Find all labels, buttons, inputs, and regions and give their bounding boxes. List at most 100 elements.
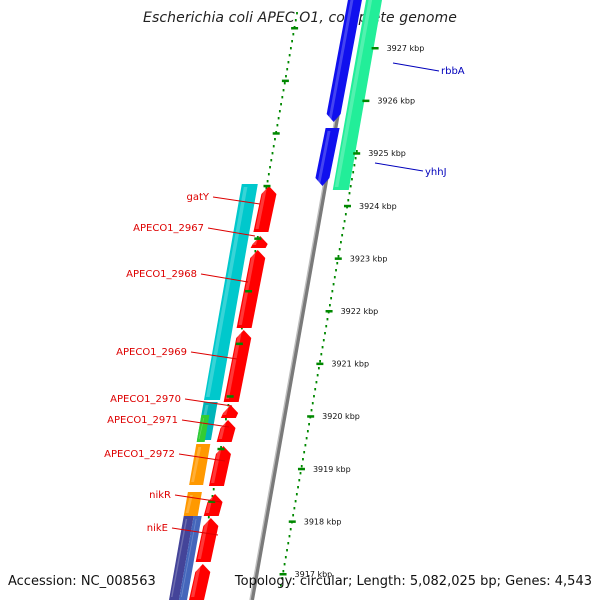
outer-dotted-guide (354, 157, 357, 160)
tick-mark (288, 520, 296, 523)
tick-mark (316, 362, 324, 366)
outer-dotted-guide (293, 507, 296, 510)
gene-leader-line (207, 227, 256, 237)
tick-mark (279, 573, 287, 576)
inner-dotted-guide (212, 488, 215, 491)
gene-nikE-blue-block (179, 516, 202, 600)
red-gene-arrow-8 (195, 518, 219, 562)
outer-dotted-guide (324, 332, 326, 335)
outer-dotted-guide (338, 248, 341, 251)
kbp-ticks: 3927 kbp 3926 kbp 3925 kbp 3924 kbp 3923 kbp… (208, 27, 424, 579)
outer-dotted-guide (287, 542, 290, 545)
outer-dotted-guide (326, 318, 329, 321)
inner-dotted-guide (294, 19, 297, 22)
outer-dotted-guide (295, 493, 298, 496)
accession-text: Accession: NC_008563 (8, 574, 156, 589)
outer-dotted-guide (322, 339, 325, 342)
red-gene-arrow-4 (220, 405, 239, 418)
red-gene-arrow-6 (208, 446, 231, 486)
outer-dotted-guide (340, 241, 342, 244)
inner-tick-mark (254, 237, 262, 240)
inner-dotted-guide (292, 33, 295, 36)
outer-dotted-guide (310, 409, 313, 412)
inner-dotted-guide (280, 103, 282, 106)
inner-tick-mark (226, 395, 234, 398)
inner-tick-mark (235, 342, 243, 346)
inner-dotted-guide (207, 516, 210, 519)
red-gene-arrow-3-sheen (225, 333, 242, 399)
red-gene-arrow-0-sheen (255, 189, 267, 229)
gene-rbbA-block-sheen (328, 0, 354, 119)
red-gene-arrow-0 (253, 186, 277, 232)
outer-dotted-guide (305, 437, 308, 440)
tick-mark (362, 99, 370, 103)
tick-mark (334, 257, 342, 260)
red-gene-arrow-4-sheen (222, 408, 229, 415)
tick-label: 3922 kbp (341, 307, 379, 316)
tick-mark (353, 152, 361, 155)
red-gene-arrow-9 (189, 564, 211, 600)
outer-dotted-guide (349, 185, 352, 188)
gene-yhhJ-block-sheen (317, 131, 331, 183)
inner-dotted-guide (276, 124, 279, 127)
inner-dotted-guide (274, 138, 276, 141)
inner-dotted-guide (281, 96, 284, 99)
inner-dotted-guide (266, 180, 269, 183)
outer-dotted-guide (292, 514, 295, 517)
outer-dotted-guide (316, 374, 319, 377)
outer-dotted-guide (294, 500, 297, 503)
inner-dotted-guide (288, 54, 291, 57)
tick-label: 3923 kbp (350, 254, 388, 263)
outer-dotted-guide (325, 325, 328, 328)
outer-dotted-guide (313, 395, 315, 398)
outer-dotted-guide (329, 304, 331, 307)
red-gene-arrow-7 (203, 494, 223, 516)
gene-label-yhhJ: yhhJ (425, 167, 447, 178)
gene-label-APECO1_2969: APECO1_2969 (116, 347, 187, 358)
gene-nikR-orange-block-sheen (185, 495, 193, 513)
red-gene-arrow-3 (223, 330, 252, 402)
gene-nikE-purple-block (169, 516, 194, 600)
outer-dotted-guide (303, 451, 306, 454)
inner-dotted-guide (271, 152, 274, 155)
outer-dotted-guide (333, 276, 336, 279)
tick-label: 3925 kbp (368, 149, 406, 158)
outer-dotted-guide (317, 367, 320, 370)
outer-dotted-guide (283, 563, 286, 566)
inner-dotted-guide (291, 40, 293, 43)
outer-dotted-guide (321, 346, 324, 349)
tick-label: 3920 kbp (322, 412, 360, 421)
outer-dotted-guide (304, 444, 307, 447)
inner-tick-mark (208, 500, 216, 503)
outer-dotted-guide (337, 255, 340, 258)
inner-dotted-guide (286, 68, 289, 71)
outer-dotted-guide (297, 486, 299, 489)
tick-label: 3917 kbp (295, 570, 333, 579)
red-gene-arrow-6-sheen (210, 449, 222, 483)
tick-mark (371, 47, 379, 50)
gene-label-rbbA: rbbA (441, 66, 465, 77)
gene-leader-line (181, 419, 230, 428)
gene-rbbA-block (326, 0, 362, 122)
red-gene-arrow-1 (250, 236, 268, 248)
genome-summary: Topology: circular; Length: 5,082,025 bp… (234, 574, 592, 589)
tick-label: 3927 kbp (387, 44, 425, 53)
outer-dotted-guide (344, 213, 347, 216)
outer-dotted-guide (311, 402, 314, 405)
inner-dotted-guide (272, 145, 275, 148)
inner-tick-mark (272, 132, 280, 135)
outer-dotted-guide (331, 290, 334, 293)
inner-tick-mark (263, 184, 271, 188)
inner-dotted-guide (267, 173, 270, 176)
outer-dotted-guide (355, 150, 358, 153)
inner-dotted-guide (256, 236, 259, 239)
inner-tick-mark (291, 27, 299, 30)
inner-dotted-guide (240, 327, 243, 330)
outer-dotted-guide (347, 199, 350, 202)
tick-label: 3918 kbp (304, 517, 342, 526)
outer-dotted-guide (298, 479, 301, 482)
gene-2972-orange-block-sheen (191, 447, 202, 482)
gene-labels: rbbA yhhJ gatY APECO1_2967 APECO1_2968 APECO1… (104, 62, 465, 536)
inner-dotted-guide (254, 250, 257, 253)
